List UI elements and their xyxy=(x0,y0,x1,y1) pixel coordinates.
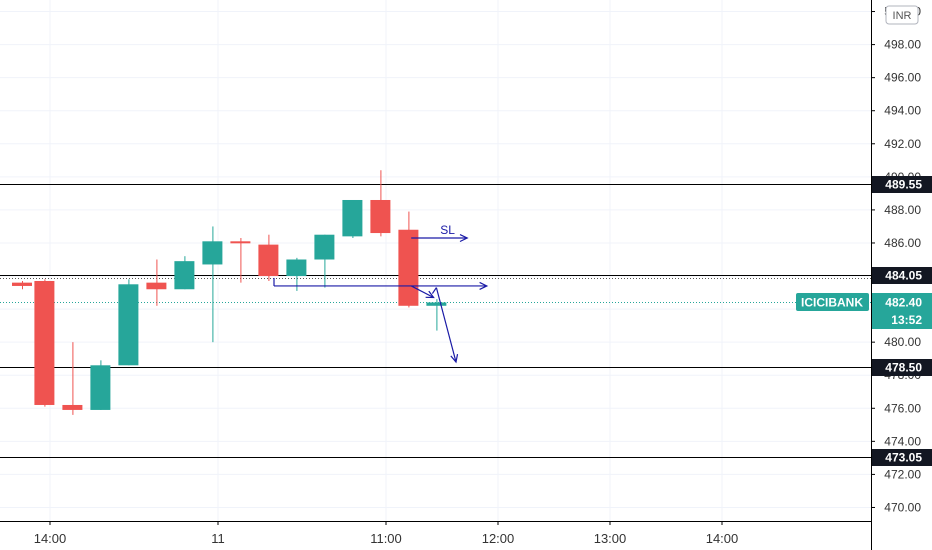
candle-body xyxy=(62,404,83,410)
candle-body xyxy=(34,280,55,405)
y-tick-label: 498.00 xyxy=(884,38,921,52)
y-tick-label: 470.00 xyxy=(884,500,921,514)
y-tick-label: 496.00 xyxy=(884,71,921,85)
sl-label: SL xyxy=(440,223,455,237)
level-tag xyxy=(872,449,932,466)
annotations[interactable]: SL xyxy=(273,223,489,364)
candle-body xyxy=(426,302,447,306)
down-arrow-head xyxy=(450,354,459,364)
y-tick-label: 480.00 xyxy=(884,335,921,349)
down-arrow xyxy=(435,287,457,363)
candle-body xyxy=(174,261,195,290)
last-price-label: 482.40 xyxy=(885,296,922,310)
candle-body xyxy=(314,234,335,260)
range-arrow-head xyxy=(479,281,489,290)
symbol-tag xyxy=(796,293,869,311)
level-tag xyxy=(872,267,932,284)
candle-body xyxy=(202,241,223,265)
candle-body xyxy=(118,284,139,366)
candle-body xyxy=(146,282,167,290)
symbol-label: ICICIBANK xyxy=(801,296,863,310)
level-tag-label: 478.50 xyxy=(885,361,922,375)
candle-body xyxy=(398,229,419,306)
y-tick-label: 494.00 xyxy=(884,104,921,118)
y-tick-label: 474.00 xyxy=(884,434,921,448)
candle-body xyxy=(90,365,111,410)
level-tag-label: 489.55 xyxy=(885,178,922,192)
level-tag-label: 473.05 xyxy=(885,451,922,465)
candle-body xyxy=(230,241,251,244)
x-tick-label: 14:00 xyxy=(34,531,67,546)
candles xyxy=(12,170,447,415)
level-tag xyxy=(872,176,932,193)
tags: INR 489.55 484.05 478.50 473.05 ICICIBANK 482.… xyxy=(796,5,932,466)
y-tick-label: 488.00 xyxy=(884,203,921,217)
candle-body xyxy=(286,259,307,277)
currency-label: INR xyxy=(893,10,912,22)
time-axis-bg xyxy=(0,521,871,550)
candle-body xyxy=(258,244,279,277)
y-tick-label: 492.00 xyxy=(884,137,921,151)
y-tick-label: 476.00 xyxy=(884,401,921,415)
y-tick-label: 472.00 xyxy=(884,467,921,481)
level-tag-label: 484.05 xyxy=(885,269,922,283)
break-arrow xyxy=(410,285,434,299)
candle-body xyxy=(342,199,363,237)
sl-arrow-head xyxy=(459,233,469,243)
currency-badge xyxy=(885,5,919,25)
grid xyxy=(0,0,871,521)
down-arrow-start xyxy=(431,287,437,294)
level-tag xyxy=(872,359,932,376)
candle-body xyxy=(370,199,391,234)
x-tick-label: 11:00 xyxy=(370,531,402,546)
x-tick-label: 12:00 xyxy=(482,531,515,546)
last-price-tag xyxy=(872,293,932,329)
x-tick-label: 14:00 xyxy=(706,531,739,546)
countdown-label: 13:52 xyxy=(891,313,922,327)
break-arrow-head xyxy=(425,290,435,299)
y-tick-label: 486.00 xyxy=(884,236,921,250)
time-axis[interactable]: 14:00 11 11:00 12:00 13:00 14:00 xyxy=(0,521,871,550)
x-tick-label: 13:00 xyxy=(594,531,627,546)
candle-body xyxy=(12,282,32,286)
x-tick-label: 11 xyxy=(211,531,225,546)
